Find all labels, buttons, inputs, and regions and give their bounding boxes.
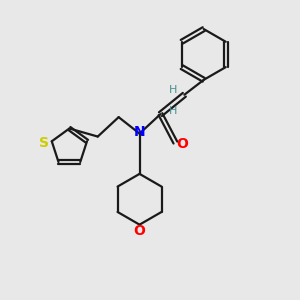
Text: O: O — [176, 137, 188, 151]
Text: S: S — [39, 136, 49, 150]
Text: H: H — [169, 85, 177, 95]
Text: H: H — [169, 106, 177, 116]
Text: O: O — [134, 224, 146, 238]
Text: N: N — [134, 125, 146, 139]
